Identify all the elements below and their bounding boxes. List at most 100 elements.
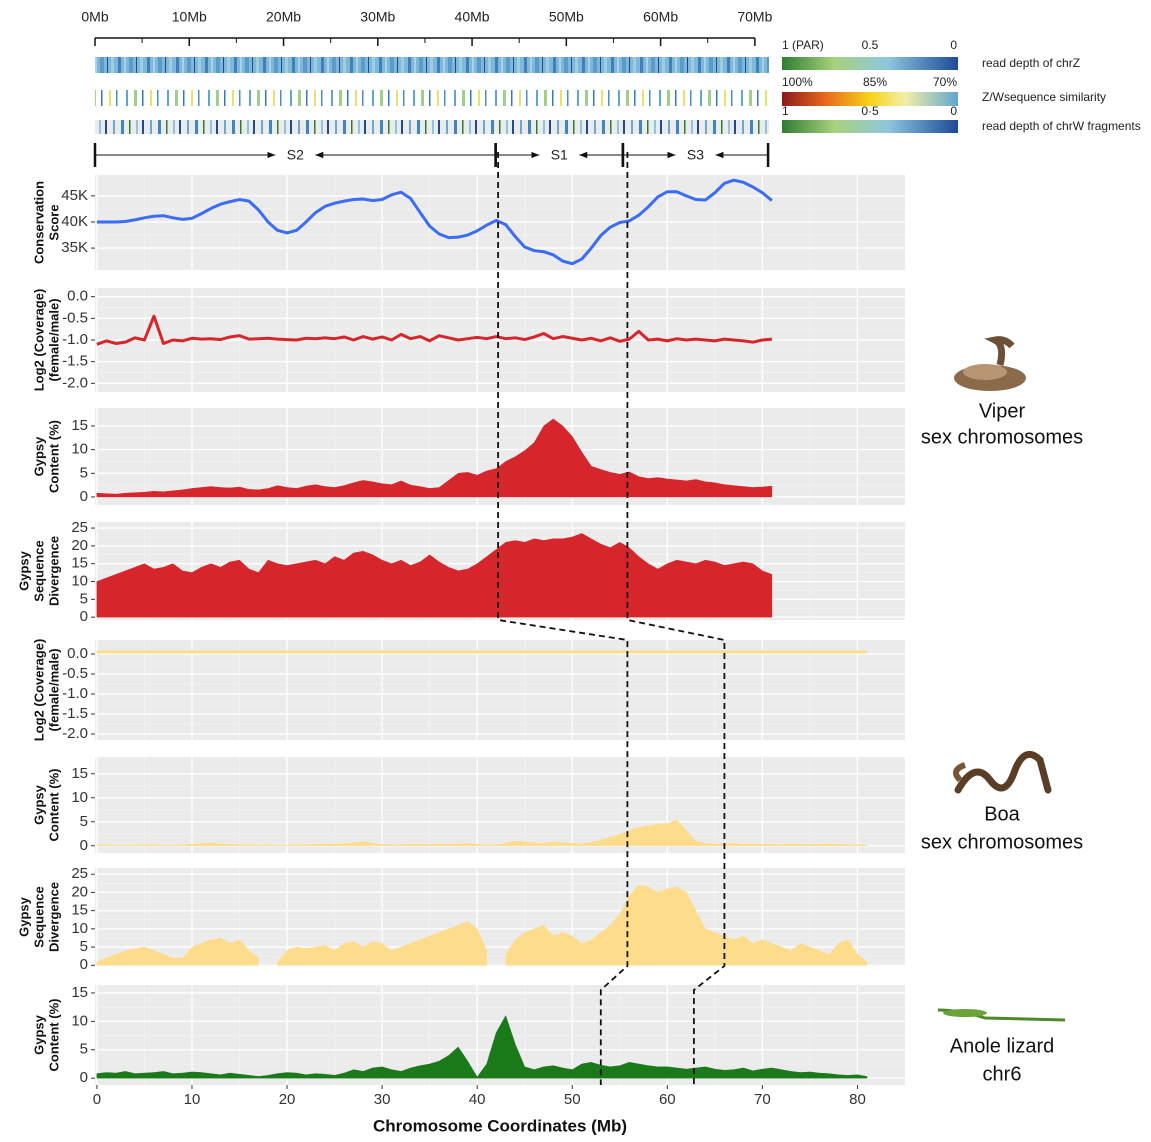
x-tick-label: 0 [93,1091,101,1108]
y-tick-label: 5 [80,1041,88,1058]
legend-label: 0 [950,104,957,118]
y-axis-title: (female/male) [46,298,61,381]
x-tick-label: 30 [374,1091,391,1108]
y-axis-title: Gypsy [16,896,31,937]
y-tick-label: 35K [61,239,88,256]
y-tick-label: 20 [71,883,88,900]
y-tick-label: 5 [80,813,88,830]
y-tick-label: -0.5 [62,665,88,682]
colorbar [782,57,958,70]
y-tick-label: -1.0 [62,685,88,702]
legend-label: 100% [782,75,813,89]
y-tick-label: 0 [80,488,88,505]
legend-label: 70% [933,75,957,89]
y-tick-label: 10 [71,441,88,458]
x-tick-label: 40 [469,1091,486,1108]
top-tick-label: 30Mb [360,9,395,25]
legend-label: 1 (PAR) [782,38,824,52]
panel-background [95,640,905,740]
top-tick-label: 50Mb [549,9,584,25]
legend-label: 1 [782,104,789,118]
y-tick-label: 10 [71,1012,88,1029]
y-tick-label: 15 [71,555,88,572]
region-label: S2 [287,147,304,163]
y-axis-title: Sequence [31,540,46,601]
species-label: Anole lizard [950,1035,1055,1057]
species-label: Viper [979,400,1026,422]
colorbar [782,120,958,133]
y-tick-label: 10 [71,789,88,806]
species-label: chr6 [983,1063,1022,1085]
y-axis-title: Gypsy [31,1014,46,1055]
top-tick-label: 60Mb [643,9,678,25]
viper-icon [954,340,1026,391]
legend-title: read depth of chrZ [982,56,1080,70]
region-label: S1 [551,147,568,163]
y-tick-label: -2.0 [62,374,88,391]
x-tick-label: 70 [754,1091,771,1108]
chrw-depth-strip [95,120,769,134]
y-tick-label: -2.0 [62,725,88,742]
y-axis-title: Content (%) [46,999,61,1072]
top-tick-label: 70Mb [737,9,772,25]
top-tick-label: 0Mb [81,9,108,25]
y-axis-title: Gypsy [16,550,31,591]
y-tick-label: 10 [71,920,88,937]
x-tick-label: 50 [564,1091,581,1108]
y-tick-label: 0 [80,837,88,854]
species-label: sex chromosomes [921,831,1083,853]
figure: 1 (PAR) 0.5 0 read depth of chrZ 100% 85… [0,0,1151,1142]
y-tick-label: 0 [80,608,88,625]
top-tick-label: 40Mb [455,9,490,25]
legend-title: read depth of chrW fragments [982,119,1141,133]
legend-title: Z/Wsequence similarity [982,90,1106,104]
y-tick-label: -1.5 [62,353,88,370]
y-tick-label: -1.0 [62,331,88,348]
x-tick-label: 60 [659,1091,676,1108]
y-axis-title: Conservation [31,181,46,264]
top-tick-label: 20Mb [266,9,301,25]
panel-background [95,757,905,853]
lizard-icon [938,1009,1065,1020]
region-label: S3 [687,147,704,163]
y-axis-title: Gypsy [31,784,46,825]
page: {"chart_data": [ {"type": "line", "ylabe… [0,0,1151,1142]
y-tick-label: 5 [80,464,88,481]
y-tick-label: 15 [71,765,88,782]
y-tick-label: 15 [71,417,88,434]
y-tick-label: 15 [71,984,88,1001]
y-tick-label: 5 [80,590,88,607]
y-tick-label: 45K [61,187,88,204]
x-tick-label: 80 [849,1091,866,1108]
y-tick-label: 5 [80,938,88,955]
y-tick-label: 25 [71,865,88,882]
y-axis-title: Divergence [46,882,61,952]
y-tick-label: 0.0 [67,645,88,662]
y-tick-label: 0 [80,956,88,973]
x-tick-label: 10 [184,1091,201,1108]
y-tick-label: 40K [61,213,88,230]
y-tick-label: 15 [71,902,88,919]
legend-label: 0·5 [861,104,879,118]
y-axis-title: Gypsy [31,436,46,477]
similarity-strip [95,90,769,106]
y-axis-title: Content (%) [46,769,61,842]
species-label: Boa [984,803,1020,825]
y-tick-label: 20 [71,537,88,554]
species-label: sex chromosomes [921,426,1083,448]
y-axis-title: Content (%) [46,420,61,493]
y-tick-label: 0.0 [67,288,88,305]
y-axis-title: Divergence [46,536,61,606]
y-tick-label: -1.5 [62,705,88,722]
legend-label: 0 [950,38,957,52]
boa-icon [956,754,1048,790]
x-axis-title: Chromosome Coordinates (Mb) [373,1116,627,1135]
y-axis-title: Sequence [31,886,46,947]
legend-label: 85% [863,75,887,89]
y-axis-title: Score [46,204,61,240]
y-axis-title: Log2 (Coverage) [31,289,46,392]
y-tick-label: 0 [80,1069,88,1086]
y-axis-title: Log2 (Coverage) [31,639,46,742]
y-tick-label: 25 [71,519,88,536]
y-axis-title: (female/male) [46,648,61,731]
